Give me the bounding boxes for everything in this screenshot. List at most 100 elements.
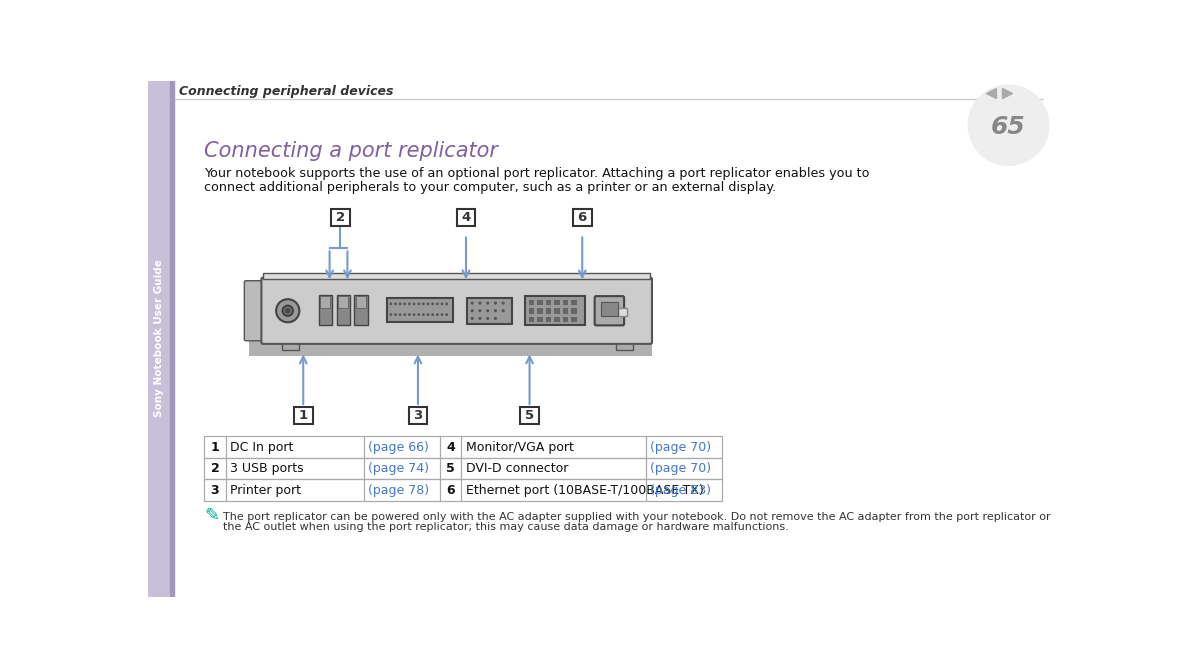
Circle shape	[394, 313, 397, 316]
Bar	[572, 309, 576, 314]
FancyBboxPatch shape	[244, 280, 266, 341]
Bar	[409, 407, 427, 424]
Circle shape	[440, 303, 444, 305]
Text: the AC outlet when using the port replicator; this may cause data damage or hard: the AC outlet when using the port replic…	[223, 523, 789, 533]
Text: 4: 4	[461, 211, 471, 224]
Text: Connecting a port replicator: Connecting a port replicator	[204, 141, 498, 160]
Text: DC In port: DC In port	[230, 441, 294, 454]
Circle shape	[436, 313, 439, 316]
Bar	[440, 479, 461, 501]
Circle shape	[502, 301, 505, 305]
Circle shape	[403, 303, 406, 305]
Circle shape	[493, 301, 497, 305]
Circle shape	[282, 305, 293, 316]
Circle shape	[417, 303, 420, 305]
Circle shape	[394, 303, 397, 305]
Text: ✎: ✎	[204, 507, 219, 525]
Text: Your notebook supports the use of an optional port replicator. Attaching a port : Your notebook supports the use of an opt…	[204, 167, 869, 180]
Circle shape	[389, 313, 393, 316]
Bar	[563, 300, 568, 305]
Text: 3 USB ports: 3 USB ports	[230, 462, 304, 475]
Bar	[364, 436, 440, 458]
Circle shape	[478, 301, 482, 305]
Bar	[440, 436, 461, 458]
Bar	[364, 458, 440, 479]
Bar	[646, 458, 722, 479]
Text: DVI-D connector: DVI-D connector	[466, 462, 568, 475]
Bar	[294, 407, 313, 424]
Bar	[356, 296, 366, 309]
Circle shape	[436, 303, 439, 305]
Circle shape	[398, 313, 402, 316]
Bar	[364, 479, 440, 501]
Circle shape	[427, 303, 429, 305]
Bar	[537, 317, 543, 322]
Circle shape	[417, 313, 420, 316]
Circle shape	[286, 309, 291, 313]
Circle shape	[486, 301, 490, 305]
Circle shape	[471, 301, 473, 305]
Polygon shape	[263, 273, 650, 279]
Bar	[616, 342, 632, 350]
Text: (page 78): (page 78)	[369, 484, 429, 497]
Bar	[319, 295, 332, 325]
Circle shape	[471, 309, 473, 312]
Circle shape	[276, 299, 299, 322]
Circle shape	[478, 309, 482, 312]
Circle shape	[403, 313, 406, 316]
Bar	[546, 300, 551, 305]
Bar	[525, 296, 586, 325]
Bar	[563, 317, 568, 322]
Bar	[573, 209, 592, 226]
Text: (page 66): (page 66)	[369, 441, 429, 454]
FancyBboxPatch shape	[261, 278, 652, 344]
Text: 3: 3	[211, 484, 219, 497]
Circle shape	[389, 303, 393, 305]
Bar	[529, 309, 534, 314]
Circle shape	[445, 313, 448, 316]
Circle shape	[408, 303, 410, 305]
Bar	[618, 309, 627, 316]
Bar	[546, 317, 551, 322]
Bar	[337, 295, 350, 325]
Circle shape	[493, 309, 497, 312]
Bar	[572, 317, 576, 322]
Bar	[338, 296, 349, 309]
Bar	[204, 458, 722, 479]
Bar	[225, 436, 364, 458]
Bar	[461, 479, 646, 501]
Text: 4: 4	[446, 441, 455, 454]
Bar	[320, 296, 331, 309]
Bar	[170, 81, 174, 597]
Bar	[249, 285, 652, 356]
Bar	[204, 479, 225, 501]
Circle shape	[440, 313, 444, 316]
Bar	[440, 458, 461, 479]
Circle shape	[502, 309, 505, 312]
Text: 6: 6	[446, 484, 454, 497]
Bar	[204, 436, 225, 458]
Bar	[331, 209, 350, 226]
Text: 5: 5	[525, 409, 534, 422]
Circle shape	[445, 303, 448, 305]
Circle shape	[486, 309, 490, 312]
Bar	[355, 295, 368, 325]
Circle shape	[432, 313, 434, 316]
Text: connect additional peripherals to your computer, such as a printer or an externa: connect additional peripherals to your c…	[204, 180, 776, 194]
Text: (page 83): (page 83)	[650, 484, 712, 497]
Bar	[529, 317, 534, 322]
Circle shape	[486, 317, 490, 320]
Bar	[572, 300, 576, 305]
Bar	[537, 309, 543, 314]
Bar	[387, 298, 453, 322]
Text: 5: 5	[446, 462, 455, 475]
Bar	[554, 309, 560, 314]
Circle shape	[493, 317, 497, 320]
Bar	[554, 317, 560, 322]
Text: (page 74): (page 74)	[369, 462, 429, 475]
Bar	[546, 309, 551, 314]
Circle shape	[408, 313, 410, 316]
Circle shape	[432, 303, 434, 305]
Bar	[204, 458, 225, 479]
Bar	[554, 300, 560, 305]
